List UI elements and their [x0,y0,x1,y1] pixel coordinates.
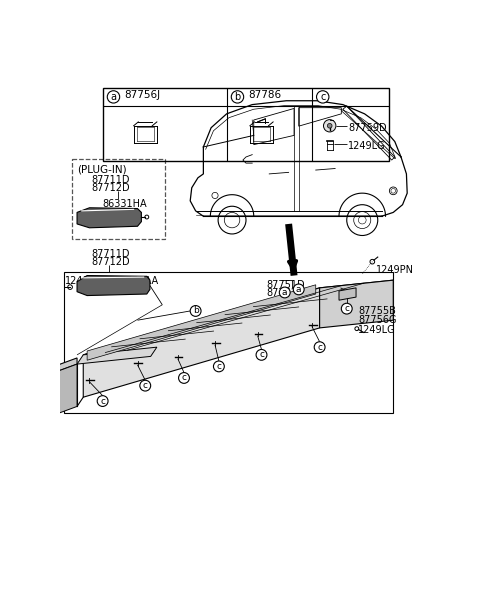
Text: 87756J: 87756J [124,90,160,100]
Circle shape [190,306,201,316]
Bar [103,88,389,161]
Circle shape [341,303,352,314]
Text: 87751D: 87751D [266,280,305,290]
Text: 87786: 87786 [248,90,281,100]
Text: 87752D: 87752D [266,288,305,298]
Text: c: c [143,381,148,390]
Text: 1249LG: 1249LG [65,276,103,285]
Text: 87711D: 87711D [91,175,130,186]
Polygon shape [56,358,77,372]
Text: a: a [282,288,288,297]
Circle shape [324,119,336,132]
Circle shape [140,380,151,391]
Polygon shape [83,280,393,355]
Circle shape [316,91,329,103]
Text: 87756G: 87756G [359,315,397,325]
Circle shape [97,395,108,407]
Text: c: c [320,92,325,102]
Circle shape [179,373,190,383]
Text: 1249LG: 1249LG [359,325,396,335]
Text: 87712D: 87712D [91,257,130,267]
Polygon shape [56,364,77,414]
Text: c: c [344,304,349,313]
Polygon shape [77,276,150,296]
Text: (PLUG-IN): (PLUG-IN) [77,165,127,175]
Text: 1249PN: 1249PN [376,265,414,275]
Circle shape [293,284,304,295]
Text: a: a [110,92,117,102]
Text: a: a [296,285,301,294]
Polygon shape [320,280,393,328]
Circle shape [214,361,224,372]
Text: 87759D: 87759D [348,123,387,133]
Text: 86330AA: 86330AA [114,276,158,285]
Polygon shape [83,288,320,397]
Text: 87712D: 87712D [91,183,130,193]
Text: 87711D: 87711D [91,249,130,260]
Polygon shape [87,285,316,360]
Text: 1249LG: 1249LG [348,141,386,151]
Circle shape [107,91,120,103]
Circle shape [231,91,244,103]
Polygon shape [77,347,157,364]
Text: c: c [317,343,322,352]
Polygon shape [339,288,356,300]
Circle shape [327,124,332,128]
Text: 86331HA: 86331HA [103,199,147,209]
Text: b: b [234,92,240,102]
Bar [72,159,165,239]
Text: c: c [100,397,105,405]
Text: c: c [181,373,187,383]
Circle shape [314,342,325,352]
Circle shape [279,287,290,298]
Circle shape [256,349,267,360]
Text: c: c [259,351,264,359]
Text: b: b [193,306,199,315]
Polygon shape [77,208,142,228]
Text: c: c [216,362,221,371]
Text: 87755B: 87755B [359,306,396,316]
